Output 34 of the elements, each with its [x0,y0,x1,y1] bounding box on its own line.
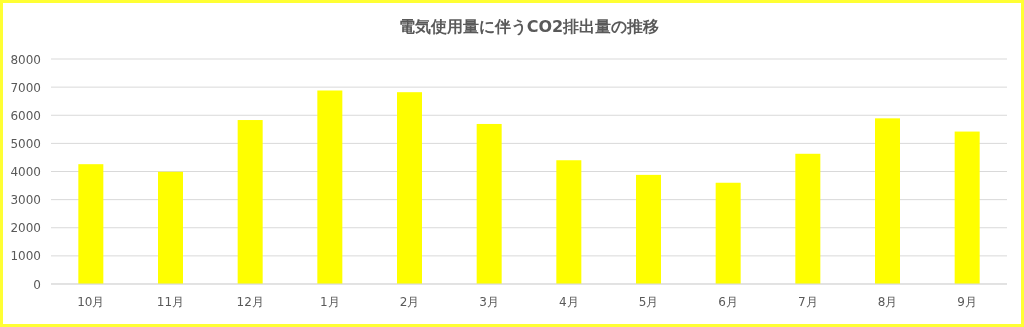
y-tick-label: 5000 [10,136,41,151]
x-tick-label: 9月 [957,295,977,309]
x-tick-label: 12月 [236,295,264,309]
bar [715,182,741,284]
x-tick-label: 2月 [399,295,420,309]
bar [476,123,502,284]
bar [636,174,661,284]
y-tick-label: 6000 [10,108,41,123]
bar [556,160,582,284]
bar [158,171,183,284]
x-tick-label: 3月 [479,295,499,309]
bar [795,153,821,284]
x-tick-label: 5月 [638,295,659,309]
y-tick-label: 3000 [10,193,41,208]
bar [954,131,980,284]
y-tick-label: 7000 [10,80,41,95]
y-tick-label: 8000 [10,52,41,67]
y-tick-label: 0 [33,277,41,292]
x-tick-label: 1月 [320,295,340,309]
y-tick-label: 2000 [10,221,41,236]
y-tick-label: 1000 [10,249,41,264]
bar [237,120,263,284]
y-tick-label: 4000 [10,165,41,179]
x-tick-label: 8月 [877,295,898,309]
x-tick-label: 7月 [798,295,818,309]
x-tick-label: 10月 [77,295,105,309]
x-tick-label: 11月 [156,295,185,309]
bar [397,92,422,284]
x-tick-label: 6月 [718,295,738,309]
x-tick-label: 4月 [559,295,579,309]
bar [317,90,343,284]
bar [78,164,104,284]
bar [875,118,900,284]
chart-title: 電気使用量に伴うCO2排出量の推移 [398,17,660,36]
